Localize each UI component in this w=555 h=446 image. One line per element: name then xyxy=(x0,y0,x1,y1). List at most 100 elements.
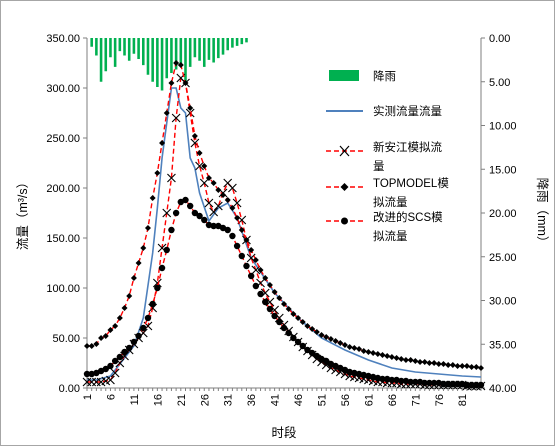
data-point xyxy=(228,183,237,193)
data-point xyxy=(210,180,217,186)
data-point xyxy=(144,314,152,322)
axes xyxy=(83,37,485,391)
data-point xyxy=(252,282,260,290)
y-axis-title: 流量（m³/s） xyxy=(16,176,30,250)
rain-bar xyxy=(231,38,234,48)
rain-bar xyxy=(109,38,112,58)
data-point xyxy=(295,315,302,321)
data-point xyxy=(168,226,175,234)
data-point xyxy=(204,198,214,208)
data-point xyxy=(299,319,306,325)
data-point xyxy=(252,257,259,263)
legend-rain-swatch xyxy=(329,70,359,81)
data-point xyxy=(332,338,339,344)
data-point xyxy=(238,227,245,233)
data-point xyxy=(262,275,269,281)
data-point xyxy=(84,343,90,349)
data-point xyxy=(468,381,475,389)
y-tick-label: 250.00 xyxy=(46,133,80,145)
data-point xyxy=(360,348,367,354)
y2-tick-label: 15.00 xyxy=(489,164,517,176)
data-point xyxy=(205,175,212,181)
rain-bar xyxy=(104,38,108,72)
data-point xyxy=(121,348,128,356)
data-point xyxy=(468,364,475,370)
rain-bar xyxy=(193,38,197,58)
data-point xyxy=(304,323,311,329)
data-point xyxy=(107,327,114,333)
data-point xyxy=(232,198,242,208)
data-point xyxy=(182,196,189,204)
data-point xyxy=(116,353,124,361)
rain-bar xyxy=(202,38,206,67)
data-point xyxy=(163,246,170,254)
rain-bar xyxy=(240,38,244,45)
data-point xyxy=(210,222,217,230)
data-point xyxy=(158,264,166,272)
data-point xyxy=(281,301,287,307)
series-line xyxy=(87,76,481,387)
data-point xyxy=(445,362,452,368)
data-point xyxy=(251,265,261,275)
rain-bar xyxy=(127,38,131,61)
x-tick-label: 41 xyxy=(270,394,282,406)
data-point xyxy=(111,357,119,365)
data-point xyxy=(398,377,405,385)
data-point xyxy=(337,340,344,346)
rain-bar xyxy=(137,38,140,59)
data-point xyxy=(299,342,306,350)
data-point xyxy=(185,108,195,118)
data-point xyxy=(229,232,236,240)
data-point xyxy=(417,359,424,365)
data-point xyxy=(271,312,278,320)
legend-scs-label-1: 改进的SCS模 xyxy=(373,210,443,224)
rain-bar xyxy=(221,38,225,55)
data-point xyxy=(463,363,470,369)
data-point xyxy=(271,289,278,295)
data-point xyxy=(154,284,161,292)
data-point xyxy=(430,379,438,387)
data-point xyxy=(265,297,275,307)
data-point xyxy=(162,208,172,218)
data-point xyxy=(473,364,480,370)
y2-tick-label: 40.00 xyxy=(489,383,517,395)
data-point xyxy=(167,173,176,183)
rain-bar xyxy=(170,38,173,73)
data-point xyxy=(459,363,466,369)
x-tick-label: 36 xyxy=(246,394,258,406)
legend-topmodel-label-2: 拟流量 xyxy=(373,195,408,209)
data-point xyxy=(107,362,114,370)
data-point xyxy=(159,140,166,146)
data-point xyxy=(323,334,330,340)
legend-scs-marker xyxy=(341,217,348,225)
data-point xyxy=(102,333,109,339)
data-point xyxy=(163,110,170,116)
y2-tick-label: 30.00 xyxy=(489,296,517,308)
rain-bar xyxy=(160,38,164,91)
data-point xyxy=(215,187,222,193)
rain-bar xyxy=(151,38,154,82)
rain-bar xyxy=(198,38,201,61)
data-point xyxy=(463,381,471,389)
data-point xyxy=(233,242,241,250)
data-point xyxy=(313,329,320,335)
data-point xyxy=(135,332,142,340)
data-point xyxy=(266,282,273,288)
data-point xyxy=(201,163,208,169)
data-point xyxy=(426,360,433,366)
tick-labels: 0.00 50.00 100.00 150.00 200.00 250.00 300.00 3… xyxy=(46,33,516,406)
data-point xyxy=(393,355,400,361)
data-point xyxy=(318,332,325,338)
rain-bar xyxy=(226,38,229,51)
data-point xyxy=(201,216,208,224)
data-point xyxy=(191,209,199,217)
data-point xyxy=(290,311,297,317)
legend-xaj-label-2: 量 xyxy=(373,160,385,173)
data-point xyxy=(257,290,264,298)
data-point xyxy=(195,161,204,171)
rain-bar xyxy=(142,38,145,66)
data-point xyxy=(248,247,255,253)
x-axis-title: 时段 xyxy=(271,425,296,440)
rain-bar xyxy=(95,38,98,56)
x-tick-label: 61 xyxy=(363,394,375,406)
